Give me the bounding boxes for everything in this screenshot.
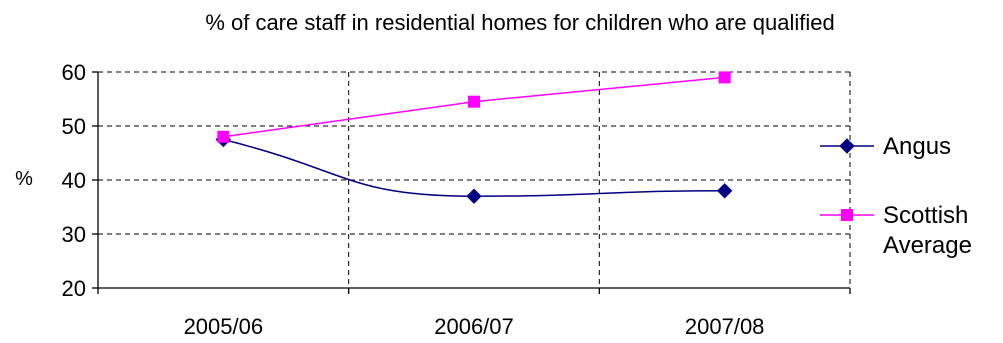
data-point: [217, 130, 230, 143]
series-0: [215, 131, 733, 204]
y-tick-label: 30: [62, 222, 86, 247]
legend: Angus Scottish Average: [820, 133, 972, 259]
chart-title: % of care staff in residential homes for…: [205, 10, 834, 35]
data-point: [718, 71, 731, 84]
x-tick-label: 2006/07: [434, 314, 514, 339]
legend-marker: [841, 209, 853, 221]
data-point: [466, 188, 482, 204]
y-tick-label: 40: [62, 168, 86, 193]
axes: 20 30 40 50 60 2005/06 2006/07 2007/08: [62, 60, 851, 339]
data-point: [716, 183, 733, 199]
legend-item: Scottish Average: [820, 202, 972, 259]
series-line: [223, 138, 725, 197]
y-axis-label: %: [15, 168, 33, 190]
legend-marker: [839, 138, 855, 154]
series-group: [215, 71, 733, 204]
series-1: [217, 71, 731, 143]
y-tick-label: 50: [62, 114, 86, 139]
legend-label: Angus: [883, 133, 951, 160]
y-tick-label: 20: [62, 276, 86, 301]
x-tick-label: 2005/06: [184, 314, 264, 339]
y-tick-label: 60: [62, 60, 86, 85]
legend-label: Average: [883, 232, 972, 259]
x-tick-label: 2007/08: [685, 314, 765, 339]
legend-label: Scottish: [883, 202, 968, 229]
data-point: [468, 95, 480, 108]
legend-item: Angus: [820, 133, 951, 160]
